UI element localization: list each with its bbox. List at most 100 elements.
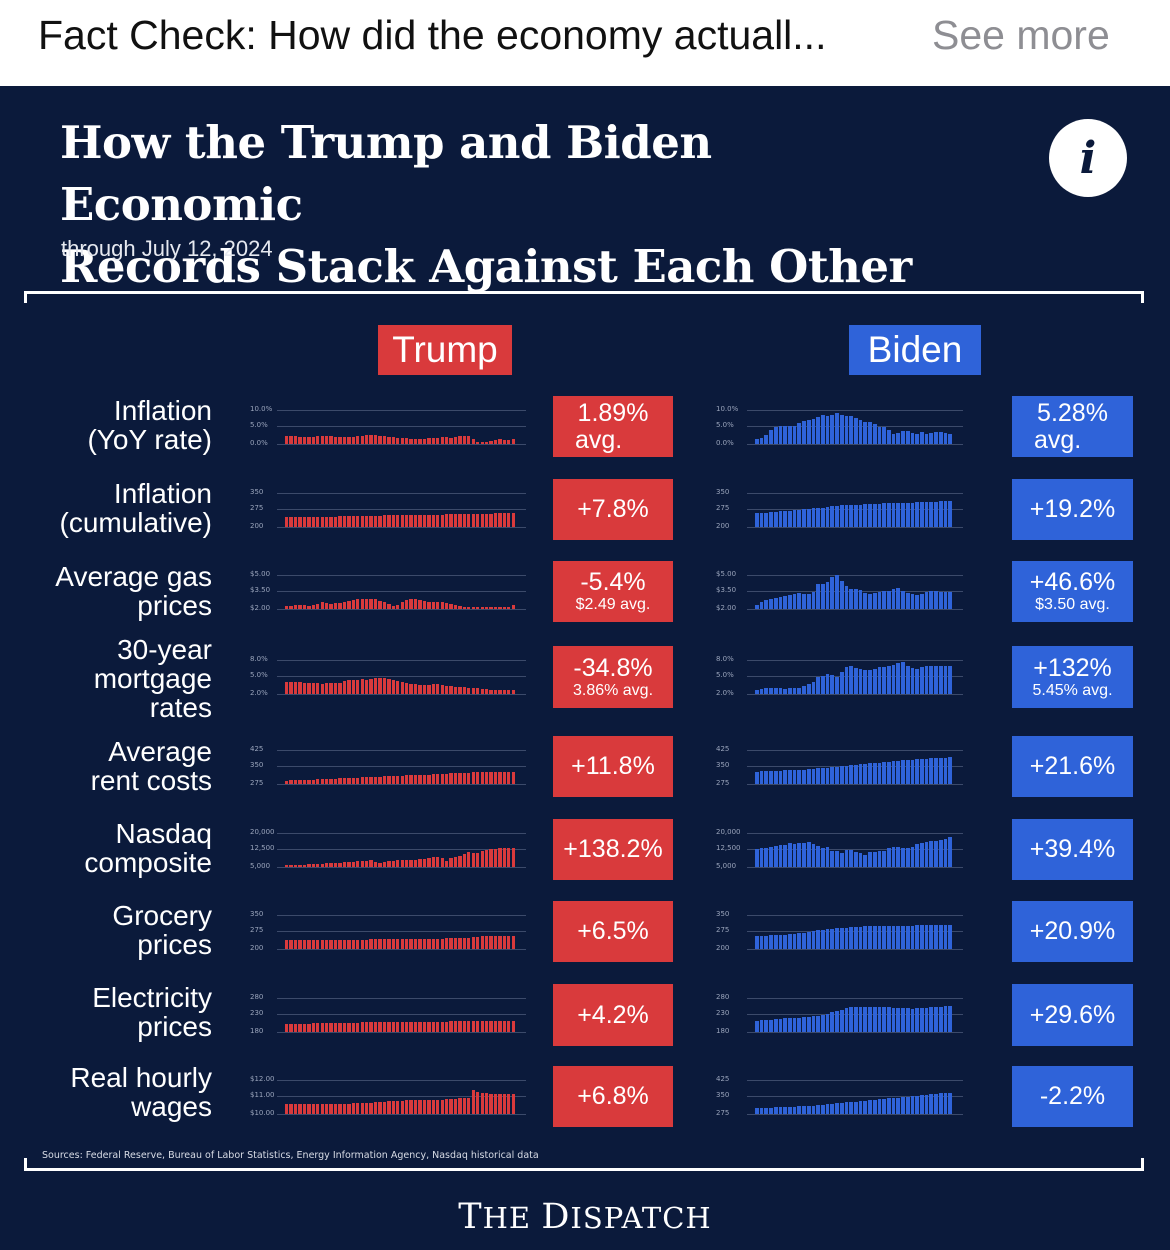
info-icon[interactable]: i [1049,119,1127,197]
biden-bar [849,1102,853,1114]
biden-bar [858,764,863,784]
trump-stat-value: +11.8% [571,752,655,780]
biden-bar [778,688,783,694]
trump-bar [365,435,369,444]
biden-bar [821,1015,825,1032]
trump-bar [378,677,382,694]
biden-bar [948,757,952,784]
biden-bar [901,502,905,527]
trump-axis-tick: 12,500 [250,844,275,852]
trump-bar [440,773,444,784]
trump-bar [378,600,382,609]
trump-bar [431,684,435,694]
trump-bar [320,939,324,949]
post-caption[interactable]: Fact Check: How did the economy actuall.… [38,12,827,58]
trump-bar [511,936,515,949]
trump-bar [404,599,409,609]
trump-axis-tick: 350 [250,910,264,918]
trump-axis-tick: 20,000 [250,828,275,836]
trump-bar [387,603,391,609]
biden-bar [938,592,943,609]
frame-bottom-right-tick [1141,1158,1144,1170]
biden-bar [943,1006,948,1032]
biden-bar [872,503,877,527]
trump-bar [427,774,431,784]
trump-gridline [277,694,526,695]
trump-bar [333,939,338,949]
biden-bar [901,847,905,867]
biden-gridline [747,493,963,494]
trump-bar [453,1098,458,1114]
biden-bar [825,767,830,784]
trump-bar [293,436,298,444]
trump-gridline [277,915,526,916]
trump-bar [467,607,471,609]
biden-bar [948,433,952,444]
trump-bar [418,599,422,609]
biden-stat-box: +19.2% [1012,479,1133,540]
biden-bar [821,1104,825,1114]
trump-bar [431,1099,435,1114]
trump-bar [391,437,395,444]
publisher-logo: THE DISPATCH [0,1197,1170,1237]
biden-bar [924,502,929,527]
frame-bottom-line [24,1168,1144,1171]
biden-bar [759,1020,764,1032]
biden-bar [863,504,868,527]
trump-bar [329,1022,333,1032]
brand-he: HE [482,1201,532,1235]
trump-bar [316,1103,320,1114]
trump-bar [493,1020,498,1032]
trump-bar [347,862,351,867]
trump-bar [373,515,378,527]
biden-bar [858,504,863,527]
biden-stat-box: +132% 5.45% avg. [1012,646,1133,708]
biden-stat-value: +46.6% [1029,568,1116,596]
see-more-link[interactable]: See more [932,12,1110,58]
trump-bar [285,780,289,784]
infographic-title: How the Trump and Biden Economic Records… [60,112,960,298]
trump-bar [427,1021,431,1032]
trump-bar [489,440,493,444]
biden-bar [896,925,901,949]
trump-bar [325,683,329,694]
trump-bar [285,517,289,527]
trump-bar [289,780,293,784]
trump-bar [409,860,413,867]
trump-bar [400,1021,404,1032]
biden-bar [877,427,882,444]
trump-bar [373,678,378,694]
biden-bar [811,768,816,784]
trump-bar [387,1101,391,1115]
biden-bar [887,666,891,694]
biden-axis-tick: 275 [716,1109,730,1117]
biden-bar [943,501,948,527]
biden-stat-value: 5.28% [1037,398,1108,427]
trump-bar [444,773,449,784]
biden-bar [887,1006,891,1032]
trump-bar [476,1091,480,1114]
trump-bar [436,437,440,444]
trump-bar [409,438,413,444]
biden-bar [915,595,919,609]
biden-axis-tick: 5.0% [716,421,734,429]
trump-bar [347,516,351,527]
trump-bar [484,936,489,949]
trump-bar [413,1021,418,1032]
biden-bar [849,505,853,527]
trump-bar [369,1022,373,1032]
biden-bar [868,422,872,444]
biden-bar [849,927,853,949]
biden-stat-value: +21.6% [1029,752,1116,780]
trump-bar [498,439,502,444]
biden-bar [806,842,811,867]
trump-bar [458,436,462,444]
biden-bar [769,1019,773,1032]
biden-bar [858,419,863,444]
trump-bar [387,515,391,527]
biden-bar [778,770,783,784]
biden-bar [858,926,863,949]
biden-bar [896,1097,901,1114]
trump-stat-box: +6.8% [553,1066,673,1127]
row-label: Grocery prices [20,901,212,959]
